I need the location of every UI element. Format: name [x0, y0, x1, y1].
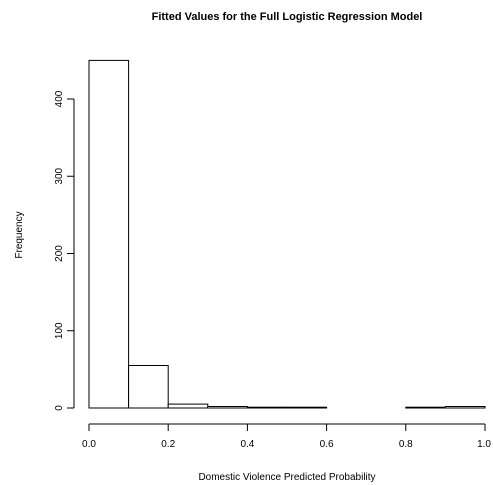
x-tick-label: 0.2 [161, 439, 175, 450]
x-tick-label: 0.8 [399, 439, 413, 450]
y-tick-label: 0 [54, 405, 65, 411]
x-tick-label: 0.6 [320, 439, 334, 450]
histogram-bar [128, 365, 169, 409]
y-tick-label: 300 [54, 167, 65, 184]
histogram-bar [444, 406, 486, 409]
y-axis-label: Frequency [14, 211, 25, 258]
histogram-bar [88, 59, 130, 409]
histogram-bar [286, 406, 328, 409]
y-axis: 0 100 200 300 400 [54, 90, 75, 411]
histogram-bar [167, 403, 209, 409]
x-tick-label: 0.4 [240, 439, 254, 450]
y-tick-label: 100 [54, 322, 65, 339]
y-tick-label: 200 [54, 245, 65, 262]
histogram-bar [207, 406, 248, 409]
bars-group [88, 59, 486, 409]
x-axis-label: Domestic Violence Predicted Probability [198, 472, 375, 483]
x-axis: 0.0 0.2 0.4 0.6 0.8 1.0 [82, 423, 491, 450]
chart-title: Fitted Values for the Full Logistic Regr… [152, 11, 423, 23]
histogram-bar [405, 406, 446, 409]
x-tick-label: 0.0 [82, 439, 96, 450]
y-tick-label: 400 [54, 90, 65, 107]
x-tick-label: 1.0 [477, 439, 491, 450]
histogram-bar [246, 406, 288, 409]
